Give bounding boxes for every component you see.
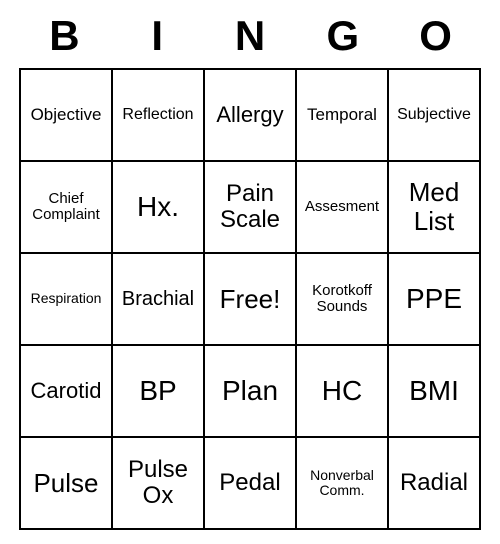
bingo-cell[interactable]: Allergy — [205, 70, 297, 162]
bingo-cell[interactable]: Pulse — [21, 438, 113, 530]
bingo-cell[interactable]: Respiration — [21, 254, 113, 346]
bingo-grid: Objective Reflection Allergy Temporal Su… — [19, 68, 481, 530]
bingo-cell[interactable]: HC — [297, 346, 389, 438]
bingo-cell[interactable]: Brachial — [113, 254, 205, 346]
header-letter: G — [297, 12, 389, 60]
bingo-cell[interactable]: Nonverbal Comm. — [297, 438, 389, 530]
bingo-cell[interactable]: Hx. — [113, 162, 205, 254]
bingo-cell[interactable]: Plan — [205, 346, 297, 438]
header-letter: B — [18, 12, 110, 60]
bingo-cell[interactable]: BP — [113, 346, 205, 438]
bingo-cell[interactable]: BMI — [389, 346, 481, 438]
bingo-free-cell[interactable]: Free! — [205, 254, 297, 346]
bingo-cell[interactable]: Pain Scale — [205, 162, 297, 254]
bingo-cell[interactable]: Reflection — [113, 70, 205, 162]
bingo-cell[interactable]: Pulse Ox — [113, 438, 205, 530]
bingo-cell[interactable]: Assesment — [297, 162, 389, 254]
bingo-cell[interactable]: Pedal — [205, 438, 297, 530]
bingo-cell[interactable]: Carotid — [21, 346, 113, 438]
header-letter: N — [204, 12, 296, 60]
bingo-cell[interactable]: Chief Complaint — [21, 162, 113, 254]
bingo-cell[interactable]: Med List — [389, 162, 481, 254]
header-letter: O — [390, 12, 482, 60]
bingo-cell[interactable]: Temporal — [297, 70, 389, 162]
bingo-cell[interactable]: Subjective — [389, 70, 481, 162]
bingo-cell[interactable]: PPE — [389, 254, 481, 346]
bingo-header-row: B I N G O — [18, 12, 482, 60]
bingo-cell[interactable]: Korotkoff Sounds — [297, 254, 389, 346]
bingo-cell[interactable]: Radial — [389, 438, 481, 530]
bingo-cell[interactable]: Objective — [21, 70, 113, 162]
header-letter: I — [111, 12, 203, 60]
